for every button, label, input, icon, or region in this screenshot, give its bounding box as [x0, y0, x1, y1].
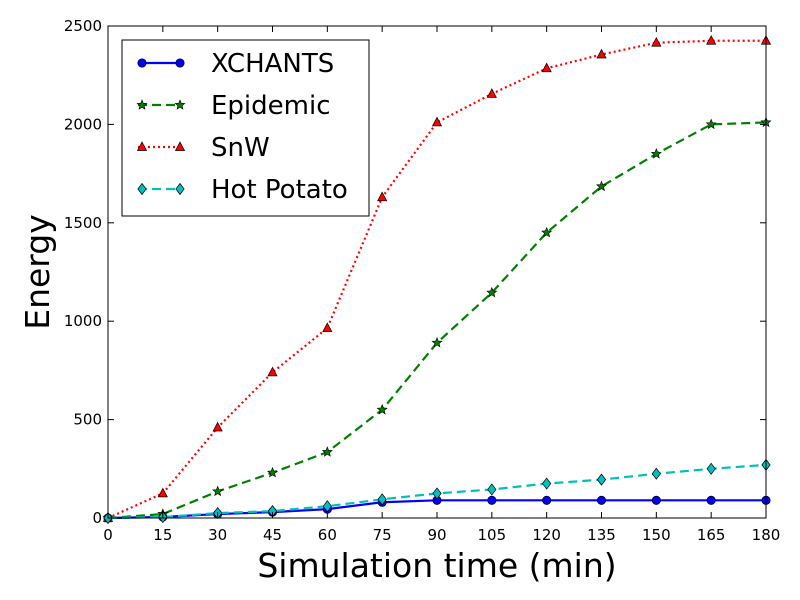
y-tick-label: 500 [73, 411, 102, 429]
series-layer [102, 35, 772, 525]
x-tick-label: 150 [642, 526, 671, 544]
data-point-epidemic [541, 226, 553, 238]
y-tick-label: 2500 [64, 17, 102, 35]
ticks-layer: 0 15 30 45 60 75 90 105 120 135 150 165 180 0 500 1000 1… [64, 17, 781, 544]
legend-entry-xchants: XCHANTS [137, 49, 334, 79]
data-point-snw [267, 366, 278, 377]
data-point-snw [431, 116, 443, 127]
data-point-epidemic [705, 118, 717, 130]
x-tick-label: 165 [697, 526, 726, 544]
data-point-hot-potato [377, 493, 387, 506]
data-point-snw [651, 36, 662, 47]
data-point-xchants [651, 495, 661, 505]
data-point-hot-potato [706, 462, 716, 475]
legend-marker-snw [174, 141, 186, 151]
legend-box [121, 39, 370, 217]
x-tick-label: 0 [103, 526, 113, 544]
legend: XCHANTS Epidemic SnW Hot Potato [121, 39, 370, 217]
data-point-epidemic [321, 446, 333, 457]
legend-marker-hot-potato [175, 182, 185, 196]
x-axis-title: Simulation time (min) [257, 546, 616, 585]
data-point-xchants [542, 495, 552, 505]
data-point-hot-potato [322, 500, 332, 513]
data-point-epidemic [376, 403, 388, 415]
data-point-epidemic [431, 337, 443, 348]
data-point-hot-potato [651, 467, 661, 480]
data-point-snw [157, 487, 168, 498]
data-point-xchants [487, 495, 497, 505]
data-point-snw [706, 35, 717, 45]
legend-marker-snw [136, 141, 148, 151]
y-tick-label: 1000 [64, 312, 102, 330]
legend-label-epidemic: Epidemic [211, 91, 331, 121]
data-point-epidemic [266, 466, 279, 478]
y-tick-label: 0 [92, 509, 102, 527]
data-point-hot-potato [487, 483, 497, 496]
data-point-hot-potato [432, 487, 442, 500]
data-point-snw [541, 62, 552, 73]
legend-marker-hot-potato [137, 182, 147, 196]
x-tick-label: 120 [532, 526, 561, 544]
legend-marker-xchants [137, 58, 147, 68]
data-point-epidemic [650, 148, 662, 159]
data-point-snw [377, 191, 388, 202]
data-point-xchants [706, 495, 716, 505]
data-point-hot-potato [596, 473, 607, 486]
x-tick-label: 75 [373, 526, 392, 544]
legend-label-xchants: XCHANTS [211, 49, 334, 79]
y-axis-title: Energy [18, 214, 57, 330]
legend-entry-snw: SnW [136, 133, 270, 163]
legend-marker-epidemic [174, 99, 186, 110]
data-point-snw [322, 322, 333, 332]
y-tick-label: 1500 [64, 214, 102, 232]
y-tick-label: 2000 [64, 115, 102, 133]
x-tick-label: 105 [478, 526, 507, 544]
legend-entry-epidemic: Epidemic [136, 91, 331, 121]
x-tick-label: 180 [752, 526, 781, 544]
data-point-hot-potato [542, 477, 552, 490]
x-tick-label: 30 [208, 526, 227, 544]
data-point-epidemic [212, 485, 224, 497]
legend-marker-xchants [175, 58, 185, 68]
x-tick-label: 135 [587, 526, 616, 544]
data-point-xchants [596, 495, 607, 505]
legend-marker-epidemic [136, 99, 148, 110]
data-point-snw [212, 421, 223, 432]
data-point-epidemic [595, 180, 608, 192]
x-tick-label: 15 [153, 526, 172, 544]
x-tick-label: 90 [427, 526, 446, 544]
data-point-epidemic [486, 286, 498, 298]
legend-entry-hot-potato: Hot Potato [137, 175, 348, 205]
legend-label-hot-potato: Hot Potato [211, 175, 348, 205]
data-point-snw [596, 48, 607, 59]
data-point-snw [486, 88, 497, 98]
x-tick-label: 45 [263, 526, 282, 544]
x-tick-label: 60 [318, 526, 337, 544]
legend-label-snw: SnW [211, 133, 270, 163]
